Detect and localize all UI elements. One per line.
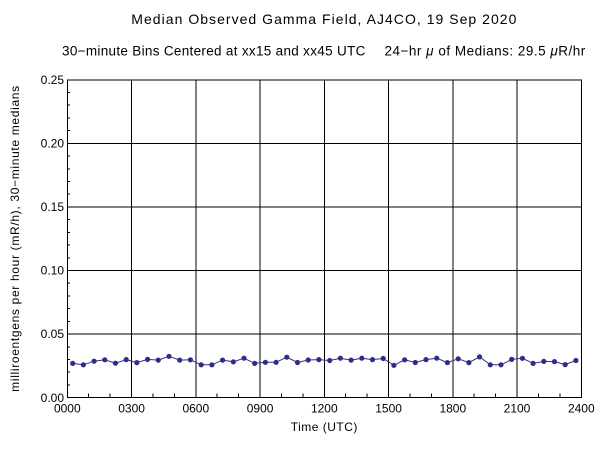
svg-text:Median Observed Gamma Field, A: Median Observed Gamma Field, AJ4CO, 19 S… (131, 11, 517, 27)
svg-text:0.15: 0.15 (41, 200, 65, 214)
svg-text:2100: 2100 (504, 402, 531, 416)
svg-text:0.25: 0.25 (41, 73, 65, 87)
svg-text:30−minute Bins Centered at xx1: 30−minute Bins Centered at xx15 and xx45… (62, 43, 366, 58)
svg-text:0300: 0300 (118, 402, 145, 416)
svg-text:milliroentgens per hour (mR/h): milliroentgens per hour (mR/h), 30−minut… (8, 85, 22, 392)
svg-text:2400: 2400 (568, 402, 595, 416)
svg-text:1200: 1200 (311, 402, 338, 416)
svg-text:0000: 0000 (54, 402, 81, 416)
svg-text:0.00: 0.00 (41, 391, 65, 405)
svg-text:0.10: 0.10 (41, 264, 65, 278)
svg-text:Time (UTC): Time (UTC) (291, 420, 358, 434)
svg-text:0.20: 0.20 (41, 137, 65, 151)
svg-text:0.05: 0.05 (41, 327, 65, 341)
svg-text:0600: 0600 (182, 402, 209, 416)
svg-text:0900: 0900 (247, 402, 274, 416)
svg-text:1500: 1500 (375, 402, 402, 416)
svg-text:24−hr μ of Medians: 29.5 μR/hr: 24−hr μ of Medians: 29.5 μR/hr (385, 43, 586, 58)
svg-text:1800: 1800 (439, 402, 466, 416)
